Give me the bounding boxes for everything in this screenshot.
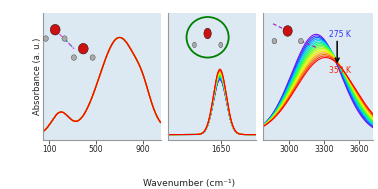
Circle shape — [50, 24, 60, 35]
Circle shape — [62, 36, 67, 41]
Text: 275 K: 275 K — [330, 30, 351, 39]
Circle shape — [298, 38, 303, 44]
Circle shape — [192, 42, 196, 48]
Circle shape — [272, 38, 277, 44]
Circle shape — [283, 26, 292, 36]
Circle shape — [78, 43, 88, 54]
Circle shape — [219, 42, 223, 48]
Circle shape — [204, 28, 211, 39]
Circle shape — [90, 55, 95, 60]
Circle shape — [71, 55, 76, 60]
Y-axis label: Absorbance (a. u.): Absorbance (a. u.) — [33, 38, 42, 115]
Text: 350 K: 350 K — [330, 66, 352, 75]
Circle shape — [43, 36, 48, 41]
Text: Wavenumber (cm⁻¹): Wavenumber (cm⁻¹) — [143, 179, 235, 188]
